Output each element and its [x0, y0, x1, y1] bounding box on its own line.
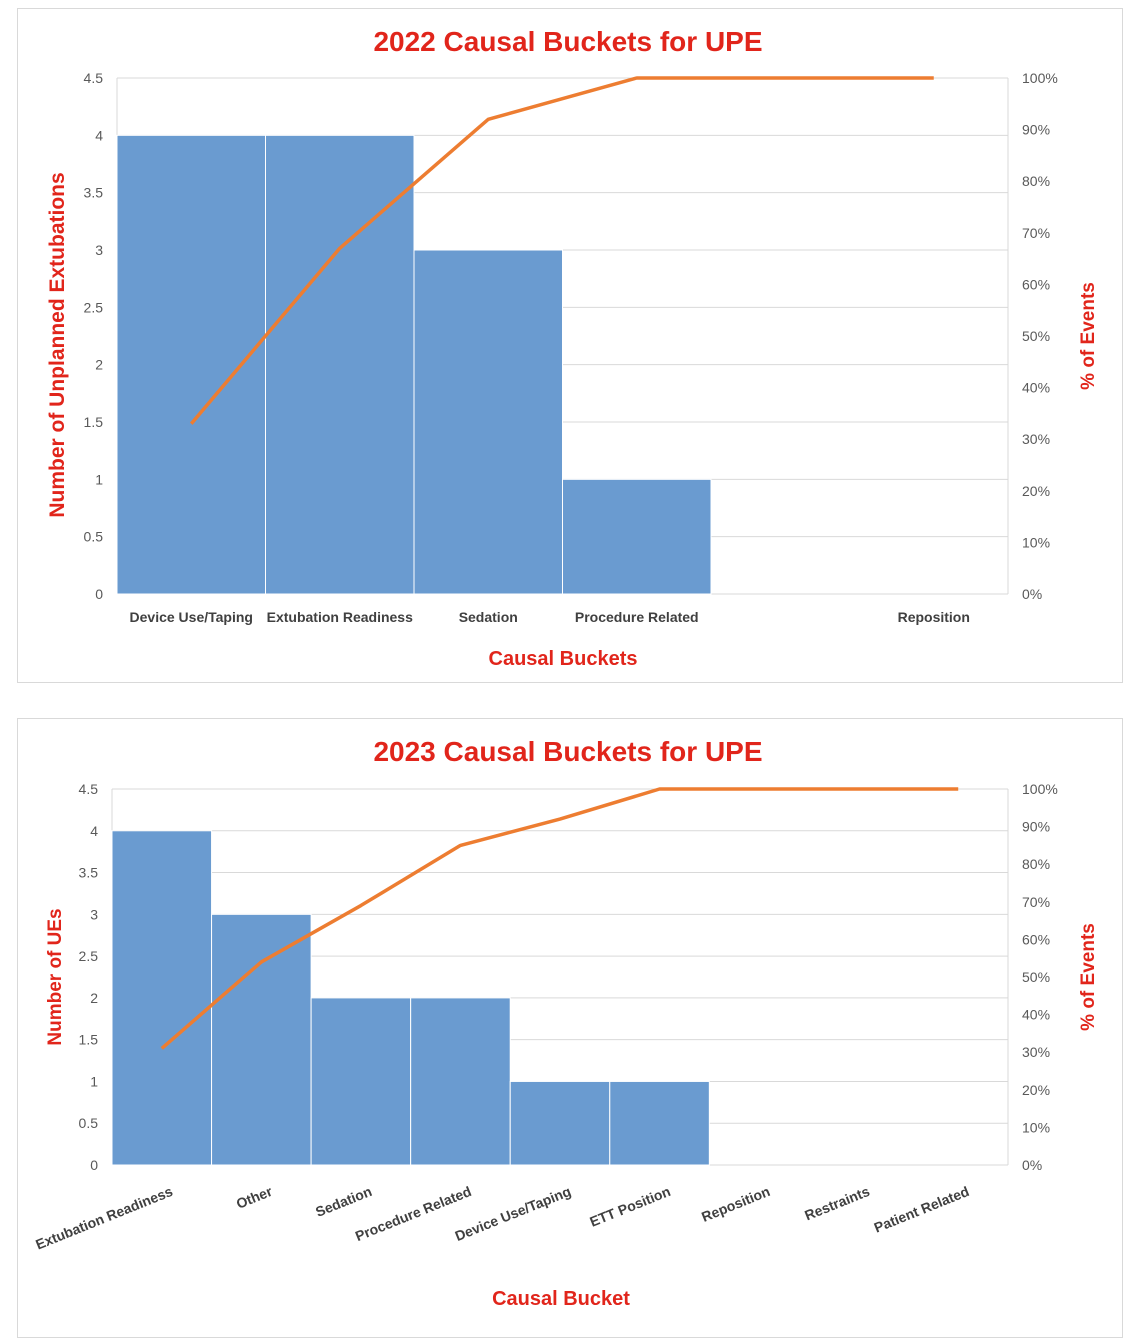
bar [509, 1080, 611, 1166]
bar [111, 830, 213, 1166]
y-tick-label: 3 [90, 906, 98, 922]
bar [562, 478, 712, 595]
y-tick-label: 4 [95, 127, 103, 143]
x-tick-label: Sedation [313, 1183, 374, 1220]
x-tick-label: Device Use/Taping [130, 609, 253, 625]
y-tick-label: 1 [95, 471, 103, 487]
y-tick-label: 4.5 [84, 70, 104, 86]
y2-axis-title: % of Events [1078, 282, 1099, 390]
y-tick-label: 0.5 [79, 1115, 99, 1131]
x-tick-label: Sedation [459, 609, 518, 625]
y2-tick-label: 100% [1022, 781, 1058, 797]
y-tick-label: 2 [95, 357, 103, 373]
bar [609, 1080, 710, 1166]
cumulative-line [189, 76, 934, 425]
bar [410, 997, 511, 1166]
x-tick-label: Reposition [699, 1183, 772, 1225]
y2-tick-label: 80% [1022, 856, 1050, 872]
y-tick-label: 0.5 [84, 529, 104, 545]
y2-tick-label: 40% [1022, 1007, 1050, 1023]
y2-tick-label: 90% [1022, 122, 1050, 138]
y-tick-label: 2.5 [84, 299, 104, 315]
y-tick-label: 3.5 [79, 865, 99, 881]
x-tick-label: Patient Related [872, 1183, 972, 1236]
chart-2023: 2023 Causal Buckets for UPE Causal Bucke… [33, 736, 1099, 1310]
bar [211, 913, 312, 1166]
y2-tick-label: 70% [1022, 894, 1050, 910]
chart-title: 2023 Causal Buckets for UPE [373, 736, 762, 767]
bar [310, 997, 412, 1166]
y2-tick-label: 20% [1022, 483, 1050, 499]
x-tick-label: Restraints [802, 1183, 872, 1224]
chart-2022: 2022 Causal Buckets for UPE Causal Bucke… [46, 26, 1099, 670]
y-axis-title: Number of UEs [45, 908, 66, 1045]
x-tick-label: ETT Position [587, 1183, 672, 1230]
bar [413, 249, 563, 595]
cumulative-line [160, 787, 959, 1050]
y-tick-label: 0 [90, 1157, 98, 1173]
y2-tick-label: 10% [1022, 534, 1050, 550]
y2-tick-label: 10% [1022, 1119, 1050, 1135]
y2-tick-label: 50% [1022, 328, 1050, 344]
y2-axis-title: % of Events [1078, 923, 1099, 1031]
y2-tick-label: 80% [1022, 173, 1050, 189]
y2-tick-label: 40% [1022, 380, 1050, 396]
y-tick-label: 1 [90, 1073, 98, 1089]
y-tick-label: 2.5 [79, 948, 99, 964]
y-axis-title: Number of Unplanned Extubations [46, 172, 69, 517]
y2-tick-label: 70% [1022, 225, 1050, 241]
x-axis-title: Causal Bucket [492, 1288, 630, 1310]
y2-tick-label: 0% [1022, 1157, 1042, 1173]
chart-2022-panel: 2022 Causal Buckets for UPE Causal Bucke… [17, 8, 1123, 683]
y2-tick-label: 60% [1022, 276, 1050, 292]
y-tick-label: 4 [90, 823, 98, 839]
y2-tick-label: 30% [1022, 431, 1050, 447]
y2-tick-label: 90% [1022, 819, 1050, 835]
x-tick-label: Other [234, 1183, 275, 1212]
y2-tick-label: 50% [1022, 969, 1050, 985]
y2-tick-label: 60% [1022, 931, 1050, 947]
y-tick-label: 1.5 [79, 1032, 99, 1048]
y2-tick-label: 20% [1022, 1082, 1050, 1098]
chart-2023-panel: 2023 Causal Buckets for UPE Causal Bucke… [17, 718, 1123, 1338]
y-tick-label: 2 [90, 990, 98, 1006]
y-tick-label: 0 [95, 586, 103, 602]
x-axis-title: Causal Buckets [489, 648, 638, 670]
x-tick-label: Reposition [898, 609, 970, 625]
x-tick-label: Extubation Readiness [33, 1183, 175, 1253]
y-tick-label: 4.5 [79, 781, 99, 797]
y2-tick-label: 100% [1022, 70, 1058, 86]
y-tick-label: 3 [95, 242, 103, 258]
y-tick-label: 3.5 [84, 185, 104, 201]
y2-tick-label: 30% [1022, 1044, 1050, 1060]
x-tick-label: Procedure Related [575, 609, 699, 625]
chart-title: 2022 Causal Buckets for UPE [373, 26, 762, 57]
y-tick-label: 1.5 [84, 414, 104, 430]
x-tick-label: Extubation Readiness [267, 609, 413, 625]
y2-tick-label: 0% [1022, 586, 1042, 602]
bar [265, 134, 415, 595]
